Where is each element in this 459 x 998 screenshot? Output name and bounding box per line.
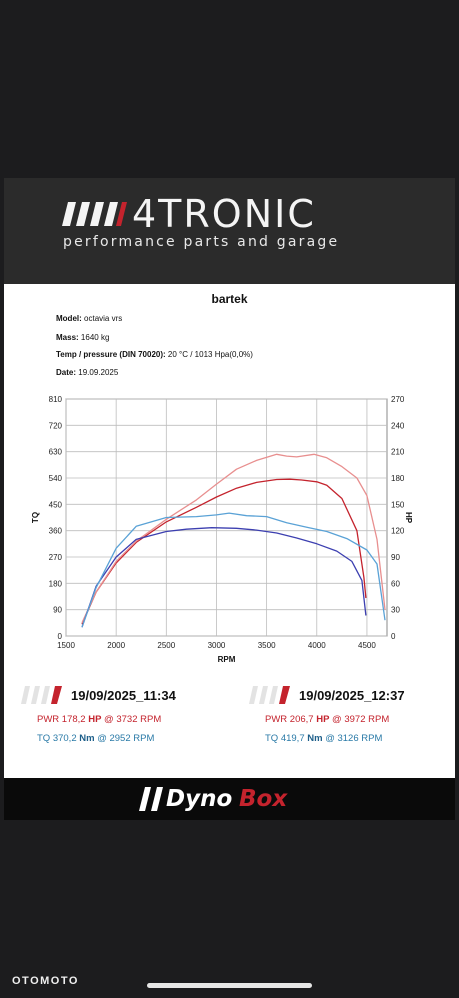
x-tick-label: 4500 [358,641,376,650]
series-line [81,527,367,628]
power-value: PWR 206,7 [265,714,317,725]
run-stamp-icon [21,686,62,704]
temp-value: 20 °C / 1013 Hpa(0,0%) [167,350,253,359]
model-label: Model: [56,314,82,323]
dyno-chart: 1500 2000 2500 3000 3500 4000 4500090180270360… [32,395,412,664]
y-left-tick-label: 450 [49,500,63,509]
series-line [81,512,386,628]
y-right-tick-label: 30 [391,606,400,615]
x-tick-label: 3000 [208,641,226,650]
y-right-tick-label: 270 [391,395,405,404]
torque-unit: Nm [79,733,95,744]
torque-value: TQ 370,2 [37,733,80,744]
y-left-tick-label: 720 [49,421,63,430]
y-left-tick-label: 630 [49,448,63,457]
dynobox-logo-icon [139,787,163,811]
power-rpm: @ 3972 RPM [329,714,390,725]
dynobox-footer: Dyno Box [4,778,455,820]
torque-rpm: @ 3126 RPM [322,733,383,744]
y-left-tick-label: 360 [49,527,63,536]
run-stamp-icon [249,686,290,704]
run-torque: TQ 419,7 Nm @ 3126 RPM [265,733,382,744]
y-left-axis-label: TQ [32,512,40,523]
y-right-tick-label: 120 [391,527,405,536]
torque-rpm: @ 2952 RPM [94,733,155,744]
y-right-tick-label: 0 [391,632,396,641]
run-timestamp: 19/09/2025_12:37 [299,688,405,703]
dynobox-brand-dyno: Dyno [166,786,233,812]
series-line [81,478,367,625]
series-line [81,453,386,624]
y-right-tick-label: 150 [391,500,405,509]
report-header: 4TRONIC performance parts and garage [4,178,455,284]
date-value: 19.09.2025 [78,368,119,377]
date-label: Date: [56,368,77,377]
y-left-tick-label: 0 [58,632,63,641]
mass-value: 1640 kg [80,333,110,342]
y-left-tick-label: 540 [49,474,63,483]
x-axis-label: RPM [218,655,236,664]
home-indicator[interactable] [147,983,312,988]
4tronic-logo-icon [62,202,127,226]
y-left-tick-label: 180 [49,579,63,588]
power-value: PWR 178,2 [37,714,89,725]
model-value: octavia vrs [84,314,123,323]
y-left-tick-label: 90 [53,606,62,615]
plot-area [65,398,388,637]
y-right-tick-label: 60 [391,579,400,588]
power-unit: HP [88,714,102,725]
otomoto-watermark: OTOMOTO [12,975,79,987]
power-rpm: @ 3732 RPM [101,714,162,725]
x-tick-label: 4000 [308,641,326,650]
date-row: Date: 19.09.2025 [56,368,118,377]
y-right-tick-label: 210 [391,448,405,457]
power-unit: HP [316,714,330,725]
x-tick-label: 2000 [107,641,125,650]
torque-value: TQ 419,7 [265,733,308,744]
x-tick-label: 1500 [57,641,75,650]
brand-tagline: performance parts and garage [63,234,340,250]
dynobox-brand-box: Box [239,786,288,812]
torque-unit: Nm [307,733,323,744]
temp-row: Temp / pressure (DIN 70020): 20 °C / 101… [56,350,253,359]
y-right-axis-label: HP [404,512,412,524]
mass-row: Mass: 1640 kg [56,333,109,342]
y-right-tick-label: 240 [391,421,405,430]
x-tick-label: 2500 [157,641,175,650]
dyno-report-sheet: 4TRONIC performance parts and garage bar… [4,178,455,820]
run-timestamp: 19/09/2025_11:34 [71,688,176,703]
run-power: PWR 206,7 HP @ 3972 RPM [265,714,389,725]
temp-label: Temp / pressure (DIN 70020): [56,350,166,359]
mass-label: Mass: [56,333,79,342]
brand-logo-text: 4TRONIC [132,192,316,236]
x-tick-label: 3500 [258,641,276,650]
run-power: PWR 178,2 HP @ 3732 RPM [37,714,161,725]
model-row: Model: octavia vrs [56,314,122,323]
y-left-tick-label: 270 [49,553,63,562]
y-right-tick-label: 90 [391,553,400,562]
run-torque: TQ 370,2 Nm @ 2952 RPM [37,733,154,744]
y-right-tick-label: 180 [391,474,405,483]
y-left-tick-label: 810 [49,395,63,404]
report-title: bartek [211,292,248,306]
